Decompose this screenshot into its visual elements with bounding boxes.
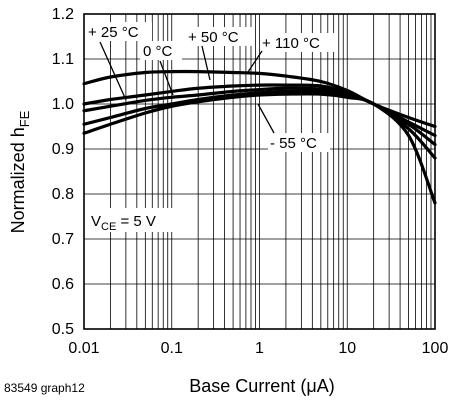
x-axis-title: Base Current (μA) — [189, 376, 334, 396]
y-tick-label: 1.0 — [52, 96, 74, 113]
y-tick-label: 1.2 — [52, 6, 74, 23]
graph-id-label: 83549 graph12 — [4, 381, 85, 395]
annotation-minus55: - 55 °C — [257, 103, 330, 152]
y-tick-label: 0.6 — [52, 276, 74, 293]
x-tick-label: 0.1 — [161, 340, 183, 357]
svg-text:0 °C: 0 °C — [143, 43, 173, 60]
svg-text:+ 25 °C: + 25 °C — [88, 24, 139, 41]
annotation-plus25: + 25 °C — [86, 22, 152, 101]
y-tick-label: 1.1 — [52, 51, 74, 68]
svg-text:+ 110 °C: + 110 °C — [262, 35, 320, 52]
y-axis-title-sub: FE — [17, 110, 32, 127]
annotation-vce: VCE = 5 V — [88, 208, 174, 233]
y-tick-label: 0.5 — [52, 321, 74, 338]
annotation-zero: 0 °C — [140, 41, 182, 96]
curves — [82, 69, 437, 205]
grid-lines — [83, 13, 435, 330]
tick-labels: 0.01 0.1 1 10 100 0.5 0.6 0.7 0.8 0.9 1.0 1.1 1.2 — [52, 6, 449, 357]
x-tick-label: 10 — [338, 340, 356, 357]
annotation-plus110: + 110 °C — [247, 33, 336, 73]
y-tick-label: 0.9 — [52, 141, 74, 158]
y-axis-title-main: Normalized h — [8, 127, 28, 233]
svg-text:VCE = 5 V: VCE = 5 V — [91, 213, 156, 233]
svg-text:- 55 °C: - 55 °C — [270, 135, 317, 152]
vce-rest: = 5 V — [116, 213, 156, 230]
x-tick-label: 1 — [255, 340, 264, 357]
series-line-55-C — [82, 92, 437, 205]
vce-sub: CE — [101, 221, 116, 233]
plot-frame — [83, 13, 436, 330]
y-tick-label: 0.8 — [52, 186, 74, 203]
vce-main: V — [91, 213, 101, 230]
y-tick-label: 0.7 — [52, 231, 74, 248]
svg-text:+ 50 °C: + 50 °C — [188, 29, 239, 46]
x-tick-label: 0.01 — [68, 340, 99, 357]
x-tick-label: 100 — [422, 340, 449, 357]
annotation-plus50: + 50 °C — [186, 27, 254, 81]
y-axis-title: Normalized hFE — [8, 110, 32, 233]
